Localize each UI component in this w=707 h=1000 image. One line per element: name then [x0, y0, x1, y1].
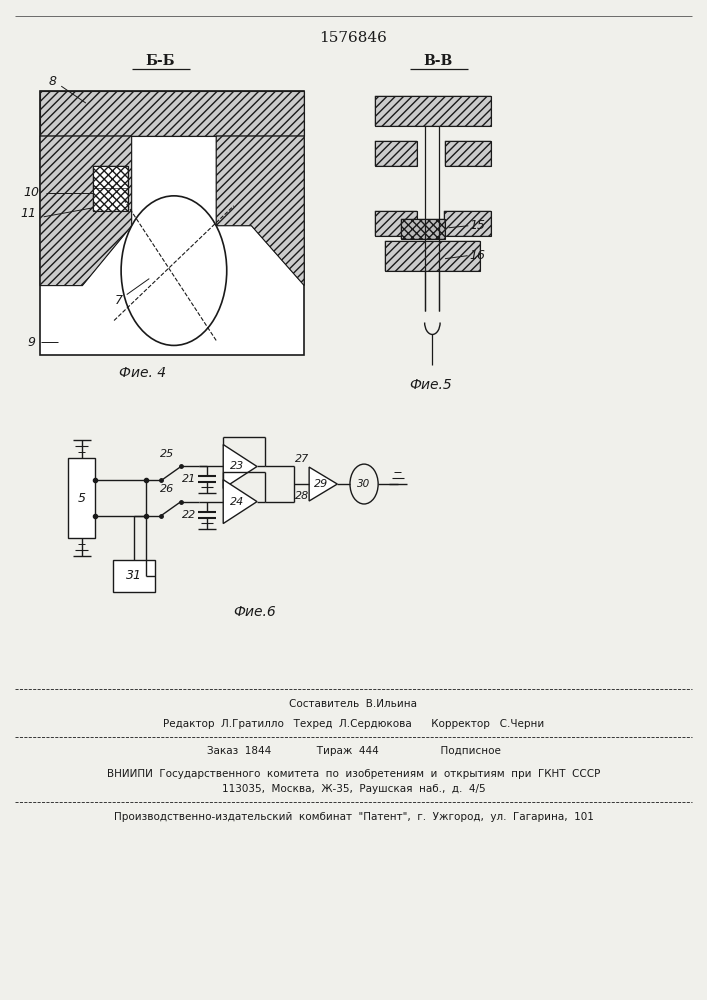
Polygon shape	[375, 141, 417, 166]
Text: 26: 26	[160, 484, 174, 494]
Text: Фие. 4: Фие. 4	[119, 366, 166, 380]
Text: Фие.5: Фие.5	[409, 378, 452, 392]
Text: 113035,  Москва,  Ж-35,  Раушская  наб.,  д.  4/5: 113035, Москва, Ж-35, Раушская наб., д. …	[222, 784, 485, 794]
Polygon shape	[375, 211, 417, 236]
Polygon shape	[69, 458, 95, 538]
Polygon shape	[375, 96, 491, 126]
Text: Фие.6: Фие.6	[233, 605, 276, 619]
Polygon shape	[40, 136, 132, 286]
Text: Производственно-издательский  комбинат  "Патент",  г.  Ужгород,  ул.  Гагарина, : Производственно-издательский комбинат "П…	[114, 812, 593, 822]
Text: 30: 30	[358, 479, 370, 489]
Text: 15: 15	[469, 219, 486, 232]
Text: 7: 7	[115, 294, 123, 307]
Text: 24: 24	[230, 497, 245, 507]
Text: 8: 8	[48, 75, 56, 88]
Polygon shape	[112, 560, 155, 592]
Text: 25: 25	[160, 449, 174, 459]
Text: 23: 23	[230, 461, 245, 471]
Text: 10: 10	[23, 186, 39, 199]
Text: Б-Б: Б-Б	[145, 54, 175, 68]
Text: 11: 11	[20, 207, 36, 220]
Text: Заказ  1844              Тираж  444                   Подписное: Заказ 1844 Тираж 444 Подписное	[206, 746, 501, 756]
Polygon shape	[223, 480, 257, 524]
Polygon shape	[443, 211, 491, 236]
Text: Составитель  В.Ильина: Составитель В.Ильина	[289, 699, 418, 709]
Text: 9: 9	[27, 336, 35, 349]
Text: ВНИИПИ  Государственного  комитета  по  изобретениям  и  открытиям  при  ГКНТ  С: ВНИИПИ Государственного комитета по изоб…	[107, 769, 600, 779]
Text: 1576846: 1576846	[320, 31, 387, 45]
Polygon shape	[40, 91, 304, 355]
Polygon shape	[309, 467, 337, 501]
Text: 21: 21	[182, 474, 196, 484]
Text: В-В: В-В	[423, 54, 452, 68]
Polygon shape	[445, 141, 491, 166]
Polygon shape	[40, 91, 304, 136]
Text: 28: 28	[295, 491, 309, 501]
Polygon shape	[216, 136, 304, 286]
Polygon shape	[223, 445, 257, 488]
Polygon shape	[93, 166, 128, 211]
Text: 27: 27	[295, 454, 309, 464]
Text: 22: 22	[182, 510, 196, 520]
Text: 16: 16	[469, 249, 486, 262]
Polygon shape	[385, 241, 480, 271]
Polygon shape	[402, 219, 445, 239]
Text: 31: 31	[126, 569, 142, 582]
Text: 29: 29	[314, 479, 328, 489]
Text: Редактор  Л.Гратилло   Техред  Л.Сердюкова      Корректор   С.Черни: Редактор Л.Гратилло Техред Л.Сердюкова К…	[163, 719, 544, 729]
Text: 5: 5	[78, 492, 86, 505]
